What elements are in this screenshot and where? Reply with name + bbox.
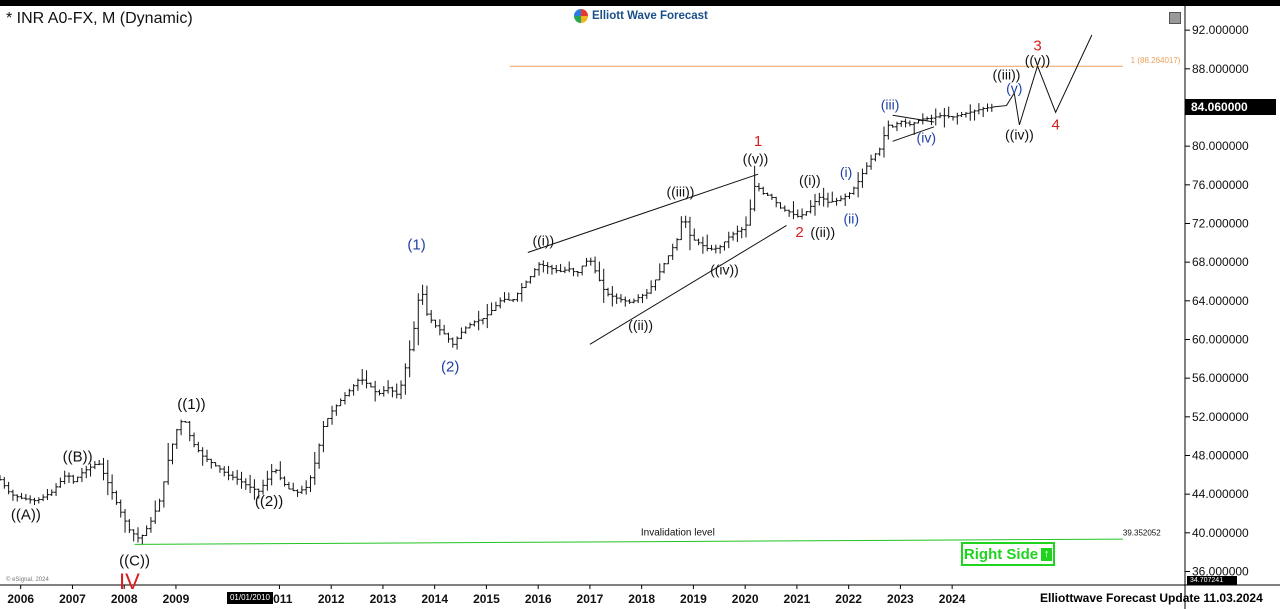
x-tick-label: 2024 bbox=[939, 592, 966, 606]
x-tick-label: 2018 bbox=[628, 592, 655, 606]
wave-label: 2 bbox=[795, 224, 803, 241]
wave-label: 4 bbox=[1051, 117, 1059, 134]
x-tick-label: 2020 bbox=[732, 592, 759, 606]
channel-upper-line bbox=[527, 173, 759, 253]
wave-label: 1 (88.264017) bbox=[1131, 56, 1181, 65]
x-tick-label: 2023 bbox=[887, 592, 914, 606]
wave-label: ((v)) bbox=[1025, 52, 1051, 68]
wave-label: IV bbox=[119, 569, 140, 594]
projection-path bbox=[993, 34, 1093, 126]
y-tick-label: 76.000000 bbox=[1192, 178, 1249, 192]
right-side-label: Right Side bbox=[963, 545, 1039, 563]
y-tick-label: 88.000000 bbox=[1192, 62, 1249, 76]
x-tick-label: 2012 bbox=[318, 592, 345, 606]
wave-label: ((iii)) bbox=[666, 183, 694, 199]
arrow-up-icon: ↑ bbox=[1041, 547, 1053, 561]
x-tick-label: 2015 bbox=[473, 592, 500, 606]
wave-label: (2) bbox=[441, 358, 459, 375]
window-top-bar bbox=[0, 0, 1280, 6]
channel-lower-line bbox=[589, 225, 787, 345]
x-tick-label: 2022 bbox=[835, 592, 862, 606]
wave-label: (iii) bbox=[881, 96, 900, 112]
x-cursor-date: 01/01/2010 bbox=[227, 592, 273, 604]
x-tick-label: 2014 bbox=[421, 592, 448, 606]
x-tick-label: 2021 bbox=[784, 592, 811, 606]
wave-label: ((i)) bbox=[799, 172, 821, 188]
wave-label: ((2)) bbox=[255, 493, 283, 510]
wave-label: ((iii)) bbox=[992, 66, 1020, 82]
x-tick-label: 2016 bbox=[525, 592, 552, 606]
wave-label: 1 bbox=[754, 133, 762, 150]
y-tick-label: 52.000000 bbox=[1192, 410, 1249, 424]
y-tick-label: 80.000000 bbox=[1192, 139, 1249, 153]
ohlc-bars bbox=[0, 103, 994, 545]
brand-logo-icon bbox=[574, 9, 588, 23]
wave-label: ((i)) bbox=[532, 233, 554, 249]
triangle-lower-line bbox=[892, 126, 935, 142]
invalidation-line bbox=[134, 538, 1123, 545]
x-tick-label: 2019 bbox=[680, 592, 707, 606]
x-tick-label: 2017 bbox=[577, 592, 604, 606]
y-tick-label: 64.000000 bbox=[1192, 294, 1249, 308]
x-tick-label: 2006 bbox=[7, 592, 34, 606]
low-price-tag: 34.707241 bbox=[1187, 576, 1237, 585]
y-tick-label: 56.000000 bbox=[1192, 371, 1249, 385]
x-tick-label: 2008 bbox=[111, 592, 138, 606]
axis-corner bbox=[1186, 6, 1279, 7]
wave-label: (iv) bbox=[917, 129, 936, 145]
copyright-text: © eSignal, 2024 bbox=[6, 577, 49, 583]
y-tick-label: 68.000000 bbox=[1192, 255, 1249, 269]
x-tick-label: 2007 bbox=[59, 592, 86, 606]
y-tick-label: 44.000000 bbox=[1192, 487, 1249, 501]
wave-label: (1) bbox=[407, 237, 425, 254]
right-side-badge: Right Side ↑ bbox=[961, 542, 1055, 566]
brand-name: Elliott Wave Forecast bbox=[592, 10, 708, 22]
x-tick-label: 2009 bbox=[163, 592, 190, 606]
wave-label: ((C)) bbox=[119, 553, 150, 570]
x-tick-label: 2013 bbox=[370, 592, 397, 606]
wave-label: ((1)) bbox=[177, 396, 205, 413]
wave-label: ((iv)) bbox=[710, 262, 739, 278]
y-tick-label: 48.000000 bbox=[1192, 449, 1249, 463]
wave-label: Invalidation level bbox=[641, 528, 715, 539]
y-tick-label: 36.000000 bbox=[1192, 565, 1249, 579]
last-price-tag: 84.060000 bbox=[1185, 99, 1276, 115]
y-tick-label: 92.000000 bbox=[1192, 23, 1249, 37]
chart-menu-icon[interactable] bbox=[1169, 12, 1181, 24]
wave-label: (i) bbox=[840, 164, 852, 180]
wave-label: 39.352052 bbox=[1123, 529, 1161, 538]
wave-label: ((iv)) bbox=[1005, 126, 1034, 142]
update-footer: Elliottwave Forecast Update 11.03.2024 bbox=[1040, 591, 1263, 605]
wave-label: 3 bbox=[1033, 37, 1041, 54]
brand: Elliott Wave Forecast bbox=[574, 9, 708, 23]
y-tick-label: 60.000000 bbox=[1192, 333, 1249, 347]
wave-label: ((ii)) bbox=[628, 317, 653, 333]
chart-title: * INR A0-FX, M (Dynamic) bbox=[6, 10, 193, 27]
y-tick-label: 40.000000 bbox=[1192, 526, 1249, 540]
wave-label: ((B)) bbox=[63, 448, 93, 465]
y-tick-label: 72.000000 bbox=[1192, 217, 1249, 231]
wave-label: (v) bbox=[1006, 80, 1022, 96]
wave-label: (ii) bbox=[843, 211, 859, 227]
wave-label: ((ii)) bbox=[810, 224, 835, 240]
wave-label: ((v)) bbox=[743, 151, 769, 167]
wave-label: ((A)) bbox=[11, 506, 41, 523]
